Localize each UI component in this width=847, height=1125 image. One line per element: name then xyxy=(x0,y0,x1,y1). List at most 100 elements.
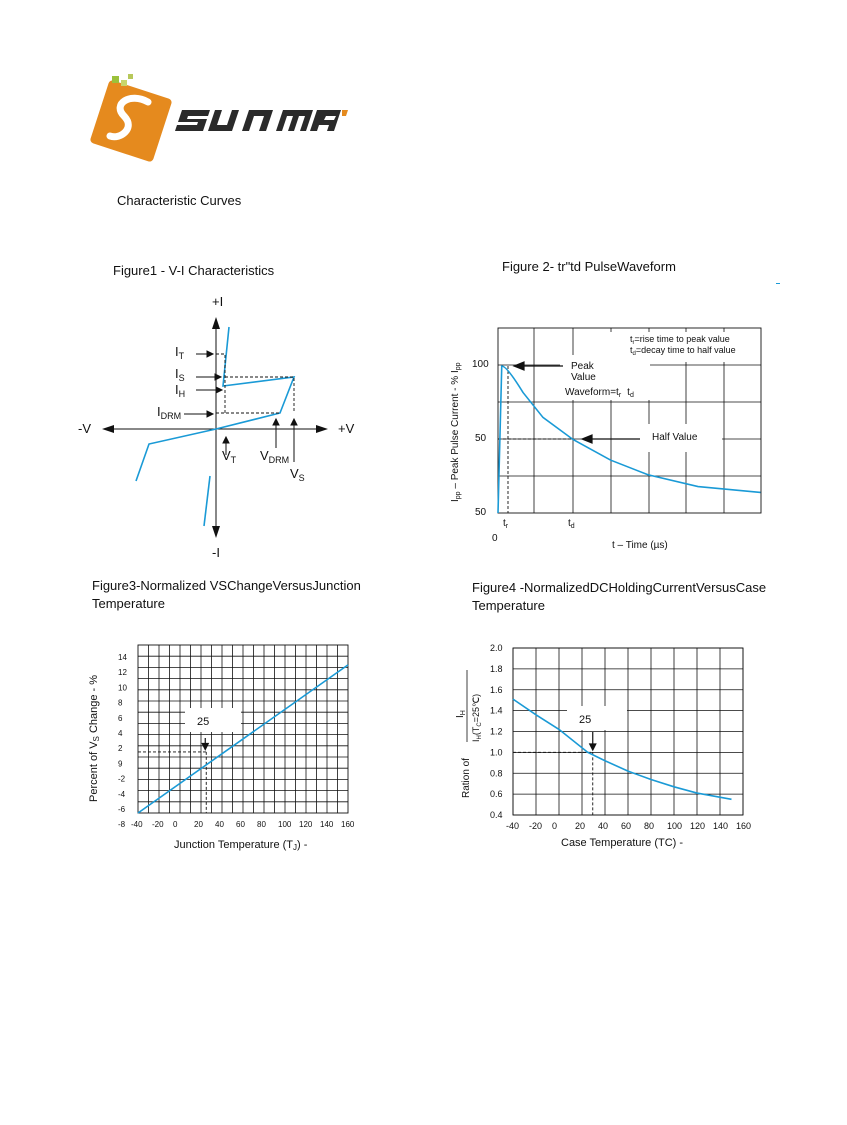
fig4-ytick: 0.6 xyxy=(490,789,503,799)
fig2-td-label: td xyxy=(568,518,575,530)
fig3-xtick: 0 xyxy=(173,820,178,829)
fig2-pulse-chart: tr=rise time to peak value td=decay time… xyxy=(450,327,762,551)
fig1-vi-curve-lower xyxy=(203,475,211,527)
fig3-ytick: -2 xyxy=(118,775,126,784)
fig2-peak-label-2: Value xyxy=(571,372,596,383)
fig2-origin-label: 0 xyxy=(492,533,498,544)
fig3-series-line xyxy=(137,664,349,814)
fig3-ytick: 8 xyxy=(118,699,123,708)
section-title: Characteristic Curves xyxy=(117,193,242,208)
fig2-ylabel: Ipp – Peak Pulse Current - % Ipp xyxy=(450,362,462,502)
fig4-xtick: 120 xyxy=(690,821,705,831)
fig1-label-minus-i: -I xyxy=(212,545,220,560)
fig3-yticks: 14 12 10 8 6 4 2 9 -2 -4 -6 -8 xyxy=(118,653,127,829)
fig3-ytick: 4 xyxy=(118,729,123,738)
fig3-xtick: 140 xyxy=(320,820,334,829)
fig3-ytick: 2 xyxy=(118,744,123,753)
fig3-chart: 25 14 12 10 8 6 4 2 9 -2 -4 -6 -8 -40 -20 0 20 40 60 80 10… xyxy=(88,644,355,852)
fig4-ylabel-ratio: Ration of xyxy=(461,758,472,798)
fig3-ytick: 10 xyxy=(118,683,127,692)
fig3-xtick: 100 xyxy=(278,820,292,829)
fig3-title-line2: Temperature xyxy=(92,596,165,611)
fig3-xticks: -40 -20 0 20 40 60 80 100 120 140 160 xyxy=(131,820,355,829)
fig1-label-vs: VS xyxy=(290,466,305,483)
fig4-ytick: 1.0 xyxy=(490,747,503,757)
fig3-ytick: -6 xyxy=(118,805,126,814)
fig1-vi-chart: +I -I +V -V IT IS IH IDRM VT VDRM VS xyxy=(78,294,355,560)
logo-pixel xyxy=(121,80,127,86)
fig3-guides xyxy=(138,738,210,813)
fig2-title: Figure 2- tr"td PulseWaveform xyxy=(502,259,676,274)
fig2-half-label: Half Value xyxy=(652,432,698,443)
fig4-ylabel: Ration of IH IH(TC=25℃) xyxy=(455,670,483,798)
fig3-xlabel: Junction Temperature (TJ) - xyxy=(174,839,308,852)
fig4-xtick: 140 xyxy=(713,821,728,831)
fig4-xlabel: Case Temperature (TC) - xyxy=(561,837,683,849)
fig3-xtick: 60 xyxy=(236,820,245,829)
fig4-ytick: 1.2 xyxy=(490,727,503,737)
fig1-guide-is xyxy=(225,376,295,413)
fig2-ytick: 50 xyxy=(475,433,487,444)
fig1-label-vt: VT xyxy=(222,448,237,465)
fig3-title: Figure3-Normalized VSChangeVersusJunctio… xyxy=(92,577,361,613)
fig1-x-arrow-left xyxy=(102,425,114,433)
fig3-xtick: 40 xyxy=(215,820,224,829)
fig4-guides xyxy=(513,732,597,815)
fig4-series-line xyxy=(512,698,732,801)
fig1-guide-it xyxy=(216,353,226,413)
fig4-ytick: 0.4 xyxy=(490,810,503,820)
fig3-ytick: 6 xyxy=(118,714,123,723)
fig1-y-arrow-down xyxy=(212,526,220,538)
fig4-xtick: -20 xyxy=(529,821,542,831)
fig3-annotation-arrowhead xyxy=(201,742,210,751)
fig1-x-arrow-right xyxy=(316,425,328,433)
fig4-ytick: 1.8 xyxy=(490,664,503,674)
fig2-xlabel: t – Time (µs) xyxy=(612,540,668,551)
fig4-xtick: -40 xyxy=(506,821,519,831)
fig4-xtick: 160 xyxy=(736,821,751,831)
fig1-vi-curve xyxy=(135,326,296,482)
fig3-title-line1: Figure3-Normalized VSChangeVersusJunctio… xyxy=(92,578,361,593)
fig3-ytick: 12 xyxy=(118,668,127,677)
fig2-legend-line1: tr=rise time to peak value xyxy=(630,334,730,346)
fig3-ylabel: Percent of VS Change - % xyxy=(88,675,101,802)
logo-s-glyph xyxy=(106,94,152,141)
fig4-xtick: 100 xyxy=(667,821,682,831)
fig3-xtick: 80 xyxy=(257,820,266,829)
fig3-xtick: 120 xyxy=(299,820,313,829)
fig4-annotation: 25 xyxy=(579,714,591,726)
fig2-ytick: 100 xyxy=(472,359,489,370)
fig1-title: Figure1 - V-I Characteristics xyxy=(113,263,275,278)
fig4-ylabel-denominator: IH(TC=25℃) xyxy=(471,694,483,742)
fig3-xtick: -20 xyxy=(152,820,164,829)
fig4-ylabel-numerator: IH xyxy=(455,710,467,718)
fig1-label-plus-i: +I xyxy=(212,294,223,309)
logo xyxy=(90,74,355,164)
fig2-tr-label: tr xyxy=(503,518,509,530)
fig4-title-line1: Figure4 -NormalizedDCHoldingCurrentVersu… xyxy=(472,580,767,595)
fig4-ytick: 2.0 xyxy=(490,643,503,653)
fig4-ytick: 1.6 xyxy=(490,685,503,695)
fig2-pulse-curve xyxy=(497,365,761,514)
fig4-xtick: 80 xyxy=(644,821,654,831)
fig4-title-line2: Temperature xyxy=(472,598,545,613)
fig4-ytick: 0.8 xyxy=(490,768,503,778)
fig3-xtick: 20 xyxy=(194,820,203,829)
fig1-label-vdrm: VDRM xyxy=(260,448,289,465)
logo-wordmark xyxy=(175,110,348,131)
fig3-ytick: 9 xyxy=(118,759,123,768)
fig3-grid xyxy=(137,644,349,814)
logo-pixel xyxy=(112,76,119,83)
fig2-legend-line2: td=decay time to half value xyxy=(630,345,736,357)
fig1-label-plus-v: +V xyxy=(338,421,355,436)
fig1-y-arrow-up xyxy=(212,317,220,329)
fig1-label-ih: IH xyxy=(175,382,185,399)
fig2-half-bg xyxy=(640,424,722,452)
fig4-xtick: 0 xyxy=(552,821,557,831)
fig2-stray-mark xyxy=(776,283,780,284)
fig4-xtick: 60 xyxy=(621,821,631,831)
fig2-arrows xyxy=(512,361,640,444)
fig4-xtick: 40 xyxy=(598,821,608,831)
fig3-annotation-bg xyxy=(185,708,241,732)
fig3-ytick: -4 xyxy=(118,790,126,799)
